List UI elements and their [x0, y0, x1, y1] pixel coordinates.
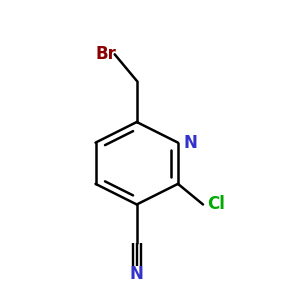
Text: Br: Br [95, 46, 116, 64]
Text: Cl: Cl [207, 196, 225, 214]
Text: N: N [130, 265, 144, 283]
Text: N: N [183, 134, 197, 152]
